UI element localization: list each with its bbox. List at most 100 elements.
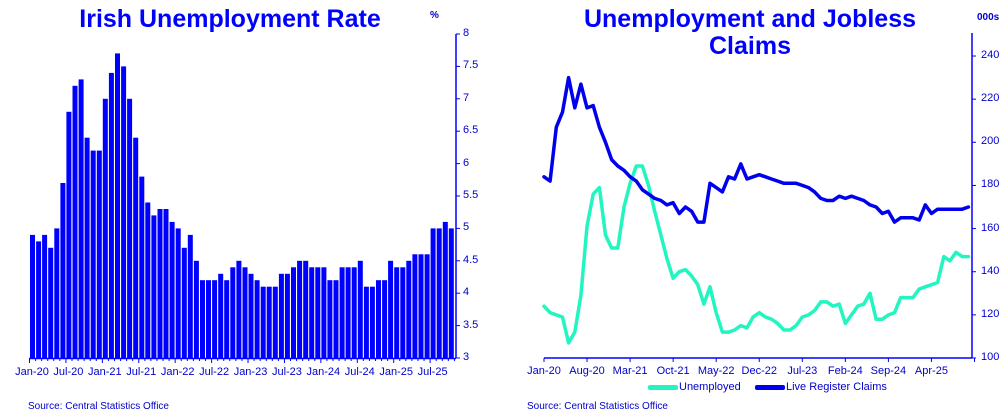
- y-tick-label: 120: [981, 307, 1000, 320]
- right-chart-source: Source: Central Statistics Office: [527, 401, 668, 412]
- unemployed-swatch-icon: [648, 384, 678, 390]
- y-tick-label: 4.5: [463, 253, 479, 266]
- x-tick-label: Mar-21: [612, 365, 648, 377]
- bar: [218, 273, 224, 358]
- bar: [254, 280, 260, 358]
- right-chart-unit: 000s: [977, 12, 1000, 23]
- bar: [84, 137, 90, 358]
- x-tick-label: Jul-21: [126, 366, 157, 378]
- y-tick-label: 240: [981, 49, 1000, 62]
- bar: [430, 228, 436, 358]
- bar: [272, 286, 278, 358]
- bar: [418, 254, 424, 358]
- unemployment-rate-bar-chart: [29, 33, 460, 363]
- bar: [278, 273, 284, 358]
- bar: [382, 280, 388, 358]
- left-chart-unit: %: [430, 10, 439, 21]
- bar: [72, 85, 78, 359]
- x-tick-label: Jul-24: [344, 366, 375, 378]
- bar: [60, 183, 66, 358]
- bar: [369, 286, 375, 358]
- bar: [448, 228, 454, 358]
- y-tick-label: 200: [981, 135, 1000, 148]
- x-tick-label: Apr-25: [914, 365, 948, 377]
- bar: [321, 267, 327, 358]
- bar: [303, 260, 309, 358]
- bar: [145, 202, 151, 358]
- y-tick-label: 4: [463, 286, 470, 299]
- x-tick-label: May-22: [697, 365, 735, 377]
- legend-unemployed-label: Unemployed: [679, 381, 741, 393]
- y-tick-label: 180: [981, 178, 1000, 191]
- bar: [339, 267, 345, 358]
- live-register-claims-line: [542, 75, 971, 224]
- bar: [175, 228, 181, 358]
- bar: [115, 53, 120, 359]
- x-tick-label: Aug-20: [569, 365, 605, 377]
- x-tick-label: Sep-24: [870, 365, 907, 377]
- bar: [260, 286, 266, 358]
- bar: [206, 280, 211, 358]
- bar: [230, 267, 236, 358]
- bar: [345, 267, 351, 358]
- bar: [224, 280, 230, 358]
- right-chart-title-line1: Unemployment and Jobless: [583, 5, 917, 33]
- bar: [297, 260, 303, 358]
- right-chart-title-line2: Claims: [709, 32, 791, 60]
- bar: [284, 273, 290, 358]
- bar: [121, 66, 127, 359]
- bar: [394, 267, 400, 358]
- bar: [333, 280, 339, 358]
- bar: [169, 221, 175, 358]
- bar: [315, 267, 321, 358]
- bar: [108, 72, 114, 359]
- bar: [151, 215, 157, 358]
- bar: [266, 286, 272, 358]
- bar: [357, 260, 363, 358]
- bar: [36, 241, 42, 358]
- y-tick-label: 6: [463, 156, 470, 169]
- y-tick-label: 7.5: [463, 59, 479, 72]
- y-tick-label: 3: [463, 351, 470, 363]
- bar: [200, 280, 205, 358]
- bar: [248, 273, 254, 358]
- unemployment-rate-panel: Irish Unemployment Rate % 3 3.5 4 4.5 5 5.5 6 6…: [0, 0, 500, 417]
- y-tick-label: 5.5: [463, 189, 479, 201]
- unemployed-line: [542, 164, 971, 345]
- bar: [212, 280, 218, 358]
- bar: [66, 111, 72, 358]
- y-tick-label: 140: [981, 264, 1000, 277]
- bar: [157, 209, 163, 358]
- y-tick-label: 220: [981, 92, 1000, 105]
- bar: [30, 234, 35, 358]
- bar: [309, 267, 315, 358]
- bar: [139, 176, 145, 358]
- y-tick-label: 160: [981, 221, 1000, 234]
- bar: [54, 228, 60, 358]
- bar: [400, 267, 406, 358]
- legend-claims: Live Register Claims: [755, 381, 887, 393]
- x-tick-label: Jul-22: [199, 366, 230, 378]
- x-tick-label: Jan-23: [233, 366, 268, 378]
- bar: [127, 98, 133, 359]
- x-tick-label: Jan-21: [88, 366, 122, 378]
- bar: [42, 234, 48, 358]
- bar: [78, 79, 84, 359]
- bar: [291, 267, 296, 358]
- y-tick-label: 100: [981, 351, 1000, 363]
- y-tick-label: 3.5: [463, 318, 479, 331]
- x-tick-label: Jan-20: [15, 366, 49, 378]
- bar: [96, 150, 102, 358]
- bar: [363, 286, 369, 358]
- bar: [351, 267, 357, 358]
- y-tick-label: 7: [463, 91, 470, 104]
- bar: [388, 260, 394, 358]
- bar: [242, 267, 248, 358]
- y-tick-label: 5: [463, 221, 470, 234]
- x-tick-label: Jan-25: [379, 366, 413, 378]
- x-tick-label: Oct-21: [656, 365, 690, 377]
- bar: [133, 137, 139, 358]
- x-tick-label: Jan-22: [160, 366, 195, 378]
